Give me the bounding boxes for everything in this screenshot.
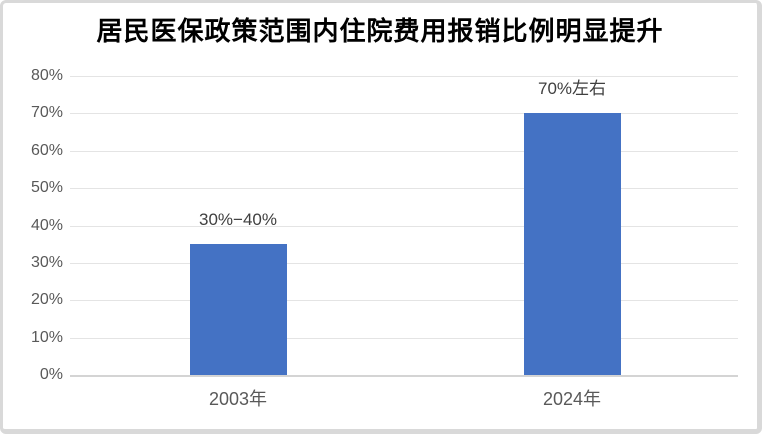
y-gridline	[70, 262, 738, 264]
y-axis-tick-label: 60%	[30, 141, 63, 159]
y-axis-tick-label: 40%	[30, 216, 63, 234]
y-axis-tick-label: 50%	[30, 179, 63, 197]
y-axis-tick-label: 30%	[30, 253, 63, 271]
y-axis-tick-label: 70%	[30, 104, 63, 122]
y-gridline	[70, 225, 738, 227]
y-axis-tick-label: 10%	[30, 328, 63, 346]
x-axis-tick-label: 2024年	[542, 389, 602, 409]
y-axis-tick-label: 80%	[30, 67, 63, 84]
y-gridline	[70, 188, 738, 190]
bar-data-label: 30%−40%	[199, 210, 277, 230]
y-gridline	[70, 337, 738, 339]
x-axis-line	[70, 375, 738, 377]
y-axis-tick-label: 20%	[30, 291, 63, 309]
y-gridline	[70, 76, 738, 77]
y-gridline	[70, 113, 738, 115]
bar-2003年	[189, 244, 287, 375]
y-axis-tick-label: 0%	[39, 366, 63, 383]
x-axis-tick-label: 2003年	[208, 389, 268, 409]
plot-area: 30%−40% 70%左右	[70, 76, 738, 377]
y-gridline	[70, 150, 738, 152]
bar-2024年	[523, 113, 621, 375]
chart-title: 居民医保政策范围内住院费用报销比例明显提升	[96, 16, 664, 46]
bar-data-label: 70%左右	[537, 79, 607, 99]
y-gridline	[70, 300, 738, 302]
